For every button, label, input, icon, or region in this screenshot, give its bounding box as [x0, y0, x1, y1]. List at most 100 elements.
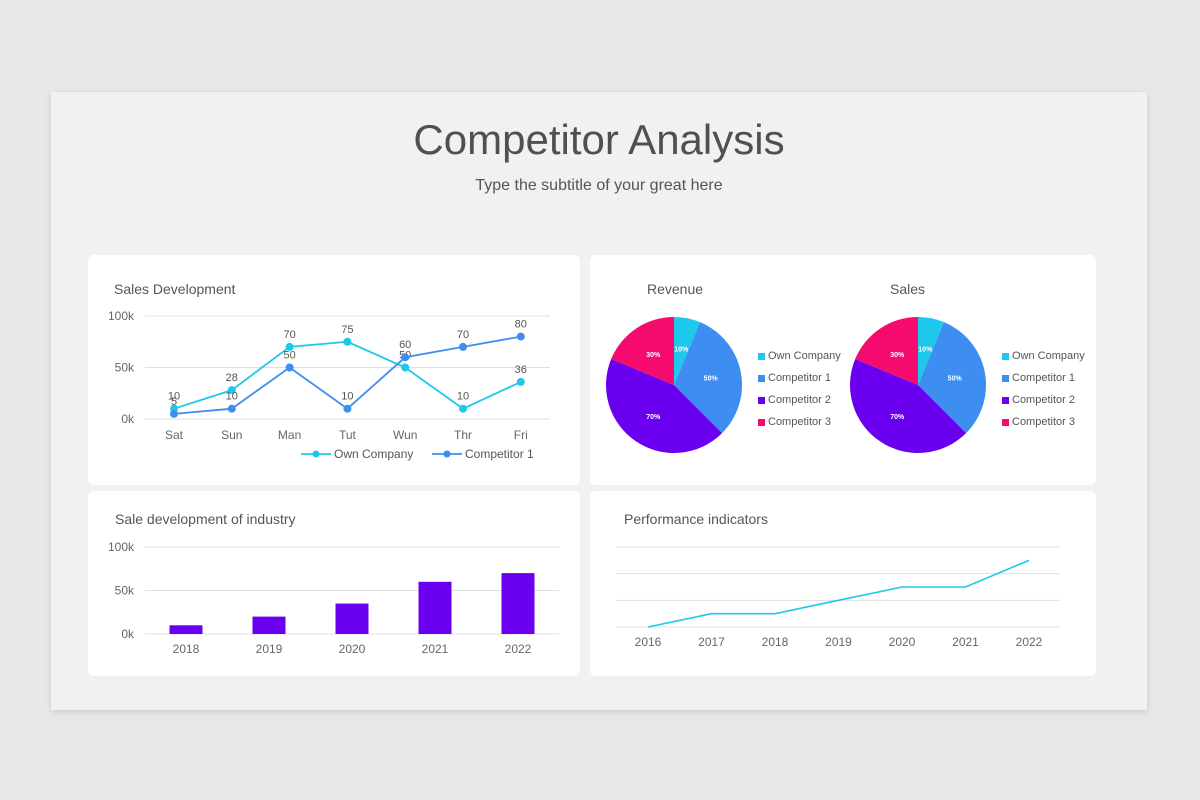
- bar[interactable]: [335, 603, 369, 634]
- data-label: 75: [341, 324, 353, 336]
- data-label: 60: [399, 339, 411, 351]
- slice-label: 50%: [704, 376, 719, 383]
- data-label: 10: [226, 391, 238, 403]
- y-tick-label: 50k: [115, 361, 135, 375]
- x-tick-label: 2019: [256, 642, 283, 656]
- legend-item: Competitor 2: [1002, 389, 1085, 411]
- industry-bar-chart: 0k 50k 100k 2018 2019 2020 2021 2022: [108, 540, 559, 656]
- x-tick-label: 2022: [505, 642, 532, 656]
- legend-item: Competitor 2: [758, 389, 841, 411]
- pie-charts-card: Revenue Sales 10% 50% 70% 30% 10% 50% 70% 30% …: [590, 255, 1096, 485]
- x-tick-label: Thr: [454, 428, 472, 442]
- data-label: 10: [341, 391, 353, 403]
- data-point[interactable]: [227, 404, 236, 413]
- legend-label: Competitor 1: [1012, 372, 1075, 384]
- legend-marker-icon: [312, 450, 320, 458]
- bar[interactable]: [252, 616, 286, 634]
- legend-label: Competitor 3: [1012, 416, 1075, 428]
- legend-swatch-icon: [1002, 352, 1009, 360]
- slice-label: 70%: [890, 414, 905, 421]
- data-label: 70: [457, 329, 469, 341]
- data-label: 70: [283, 329, 295, 341]
- data-point[interactable]: [343, 337, 352, 346]
- legend-label: Competitor 3: [768, 416, 831, 428]
- x-tick-label: 2022: [1016, 635, 1043, 649]
- y-tick-label: 100k: [108, 540, 135, 554]
- legend-item: Competitor 1: [758, 367, 841, 389]
- pie-slice[interactable]: [918, 322, 986, 434]
- page-title: Competitor Analysis: [413, 116, 785, 163]
- legend-marker-icon: [443, 450, 451, 458]
- x-tick-label: Man: [278, 428, 301, 442]
- data-point[interactable]: [285, 342, 294, 351]
- pie-slice[interactable]: [611, 317, 674, 385]
- page-subtitle: Type the subtitle of your great here: [475, 177, 723, 194]
- slice-label: 30%: [890, 352, 905, 359]
- bar[interactable]: [501, 573, 535, 634]
- y-tick-label: 0k: [121, 627, 135, 641]
- data-label: 80: [515, 319, 527, 331]
- y-tick-label: 100k: [108, 309, 135, 323]
- legend-swatch-icon: [1002, 418, 1009, 426]
- data-point[interactable]: [285, 363, 294, 372]
- pie-slice[interactable]: [606, 358, 723, 454]
- legend-swatch-icon: [758, 352, 765, 360]
- slice-label: 30%: [646, 352, 661, 359]
- data-point[interactable]: [401, 353, 410, 362]
- bar[interactable]: [169, 625, 203, 634]
- sales-title: Sales: [890, 281, 926, 297]
- legend-swatch-icon: [758, 374, 765, 382]
- x-tick-label: Sat: [165, 428, 184, 442]
- legend-swatch-icon: [758, 396, 765, 404]
- legend-label: Competitor 1: [768, 372, 831, 384]
- legend-label: Competitor 1: [465, 447, 534, 461]
- data-point[interactable]: [170, 409, 178, 418]
- data-point[interactable]: [343, 404, 352, 413]
- pie-slice[interactable]: [855, 317, 918, 385]
- x-tick-label: 2018: [173, 642, 200, 656]
- data-point[interactable]: [459, 404, 467, 413]
- x-tick-label: Wun: [393, 428, 417, 442]
- legend-item: Competitor 1: [1002, 367, 1085, 389]
- industry-card: Sale development of industry 0k 50k 100k 20…: [88, 491, 580, 676]
- legend-swatch-icon: [758, 418, 765, 426]
- x-tick-label: 2019: [825, 635, 852, 649]
- pie-slice[interactable]: [674, 317, 701, 385]
- data-point[interactable]: [516, 332, 525, 341]
- revenue-title: Revenue: [647, 281, 704, 297]
- data-label: 5: [171, 396, 177, 408]
- pie-slice[interactable]: [674, 322, 742, 434]
- y-tick-label: 0k: [121, 412, 135, 426]
- data-label: 36: [515, 364, 527, 376]
- x-tick-label: Fri: [514, 428, 528, 442]
- legend-swatch-icon: [1002, 374, 1009, 382]
- data-point[interactable]: [516, 377, 525, 386]
- pie-slice[interactable]: [918, 317, 945, 385]
- data-label: 10: [168, 391, 180, 403]
- data-point[interactable]: [401, 363, 410, 372]
- y-tick-label: 50k: [115, 584, 135, 598]
- card-title: Performance indicators: [624, 511, 768, 527]
- x-tick-label: 2017: [698, 635, 725, 649]
- revenue-legend: Own Company Competitor 1 Competitor 2 Compe…: [758, 345, 841, 433]
- data-point[interactable]: [227, 386, 236, 395]
- slice-label: 50%: [948, 376, 963, 383]
- pie-slice[interactable]: [850, 358, 967, 454]
- data-label: 10: [457, 391, 469, 403]
- slice-label: 10%: [918, 346, 933, 353]
- legend-item: Competitor 3: [758, 411, 841, 433]
- bar[interactable]: [418, 581, 452, 634]
- x-tick-label: 2021: [952, 635, 979, 649]
- x-tick-label: 2018: [762, 635, 789, 649]
- sales-development-card: Sales Development 0k 50k 100k Sat Sun Man Tut W…: [88, 255, 580, 485]
- sales-legend: Own Company Competitor 1 Competitor 2 Compe…: [1002, 345, 1085, 433]
- legend-swatch-icon: [1002, 396, 1009, 404]
- performance-line: [647, 559, 1030, 628]
- legend-item: Own Company: [1002, 345, 1085, 367]
- data-point[interactable]: [459, 342, 467, 351]
- card-title: Sales Development: [114, 281, 236, 297]
- slice-label: 10%: [674, 346, 689, 353]
- x-tick-label: Sun: [221, 428, 242, 442]
- performance-card: Performance indicators 2016 2017 2018 2019 2…: [590, 491, 1096, 676]
- slide: Competitor Analysis Type the subtitle of…: [51, 92, 1147, 710]
